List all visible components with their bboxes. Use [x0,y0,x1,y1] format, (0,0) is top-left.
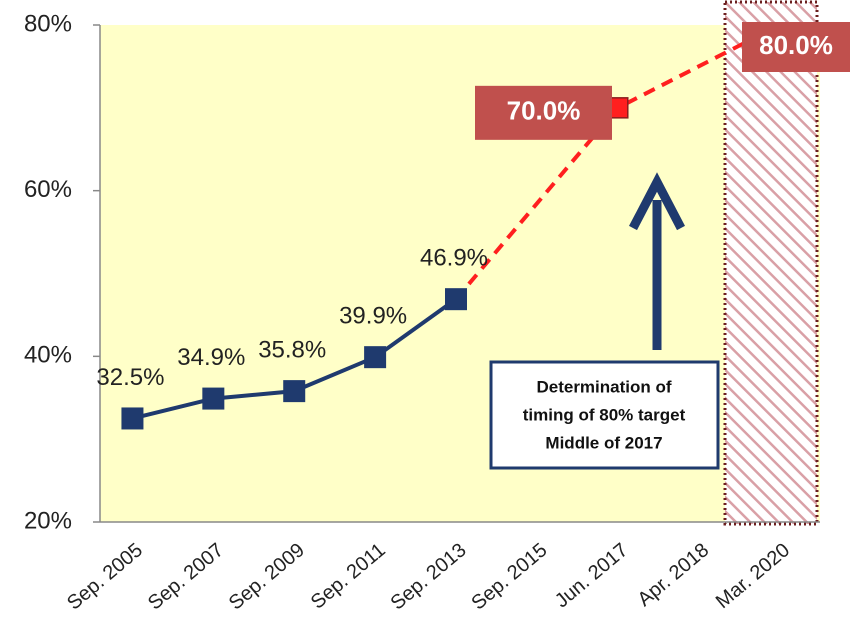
annotation: Middle of 2017 [545,433,662,452]
x-tick-label: Sep. 2007 [144,539,228,614]
point [121,407,144,430]
data-label: 46.9% [420,245,488,272]
x-tick-label: Sep. 2013 [387,539,471,614]
data-label: 80.0% [759,30,833,60]
label-box [475,85,612,140]
x-tick-label: Sep. 2011 [307,539,390,614]
x-tick-label: Sep. 2005 [63,539,147,614]
data-label: 35.8% [258,336,326,363]
y-tick-label: 20% [24,507,72,534]
target-period [723,0,819,526]
point [283,380,306,403]
y-tick-label: 40% [24,342,72,369]
data-label: 70.0% [507,96,581,126]
data-label: 34.9% [177,344,245,371]
arrow-head [629,172,685,231]
x-tick-label: Mar. 2020 [712,539,794,613]
label-box [742,22,850,72]
annotation-box [489,360,720,470]
data-label: 32.5% [96,364,164,391]
annotation: Determination of [536,377,671,396]
x-tick-label: Sep. 2015 [467,539,551,614]
point [364,346,387,369]
y-tick-label: 60% [24,176,72,203]
y-tick-label: 80% [24,10,72,37]
point [202,387,225,410]
x-tick-label: Jun. 2017 [551,539,632,612]
data-label: 39.9% [339,303,407,330]
annotation: timing of 80% target [523,405,686,424]
x-tick-label: Apr. 2018 [634,539,714,611]
x-tick-label: Sep. 2009 [225,539,309,614]
point [445,288,467,311]
